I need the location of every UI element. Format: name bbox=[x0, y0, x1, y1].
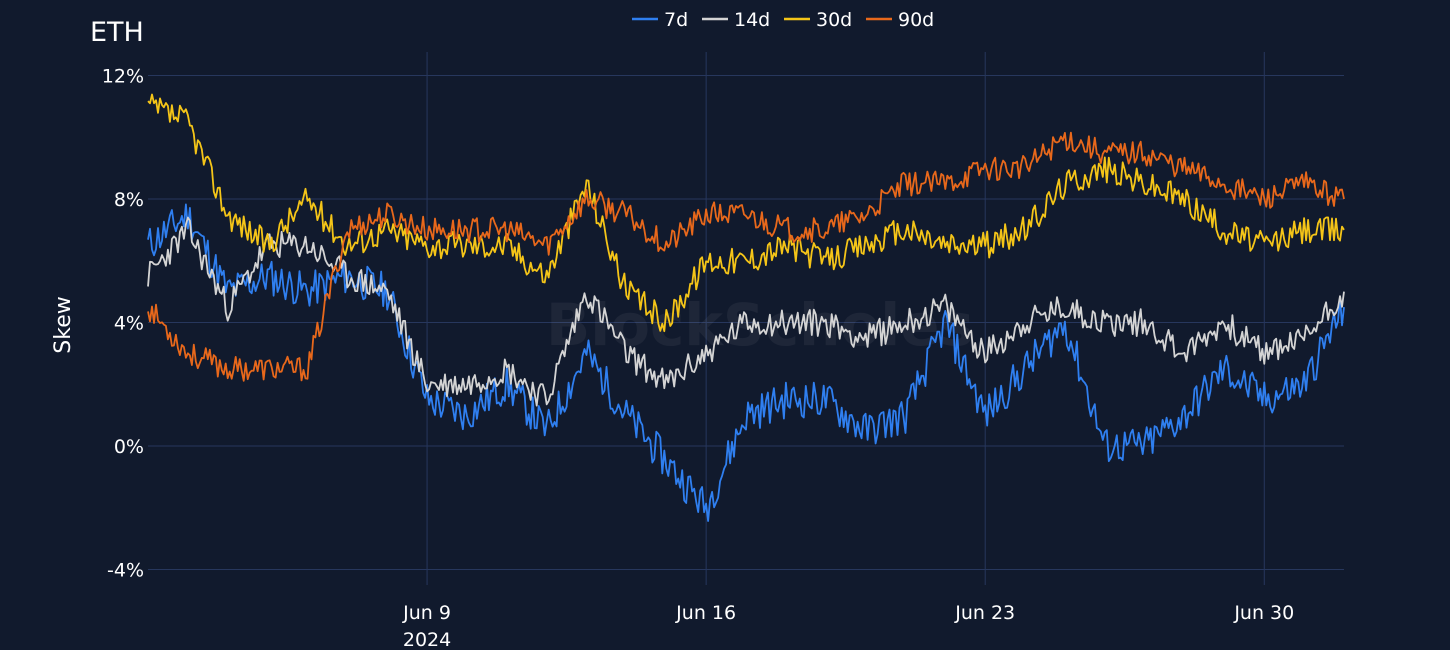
y-tick-label: 8% bbox=[114, 189, 144, 211]
legend: 7d 14d 30d 90d bbox=[632, 9, 934, 31]
y-tick-label: 0% bbox=[114, 436, 144, 458]
x-tick-label: Jun 16 bbox=[675, 602, 736, 624]
y-tick-label: 12% bbox=[102, 65, 144, 87]
legend-label-7d: 7d bbox=[664, 9, 688, 31]
series-lines bbox=[147, 93, 1345, 522]
x-tick-label: Jun 30 bbox=[1233, 602, 1294, 624]
grid-lines bbox=[148, 52, 1344, 585]
y-tick-label: -4% bbox=[107, 560, 144, 582]
series-line-30d bbox=[147, 93, 1345, 333]
x-tick-sublabel: 2024 bbox=[403, 629, 451, 650]
legend-label-90d: 90d bbox=[898, 9, 934, 31]
chart-title: ETH bbox=[90, 17, 144, 48]
series-line-14d bbox=[147, 216, 1345, 407]
legend-label-30d: 30d bbox=[816, 9, 852, 31]
legend-label-14d: 14d bbox=[734, 9, 770, 31]
series-line-7d bbox=[147, 203, 1345, 522]
x-tick-label: Jun 9 bbox=[402, 602, 451, 624]
watermark: BlockScholes bbox=[546, 291, 974, 359]
series-line-90d bbox=[147, 131, 1345, 382]
y-axis-label: Skew bbox=[51, 296, 76, 353]
axis-labels: 12% 8% 4% 0% -4% Jun 9 2024 Jun 16 Jun 23 Jun 30 bbox=[102, 65, 1294, 650]
y-tick-label: 4% bbox=[114, 313, 144, 335]
x-tick-label: Jun 23 bbox=[954, 602, 1015, 624]
